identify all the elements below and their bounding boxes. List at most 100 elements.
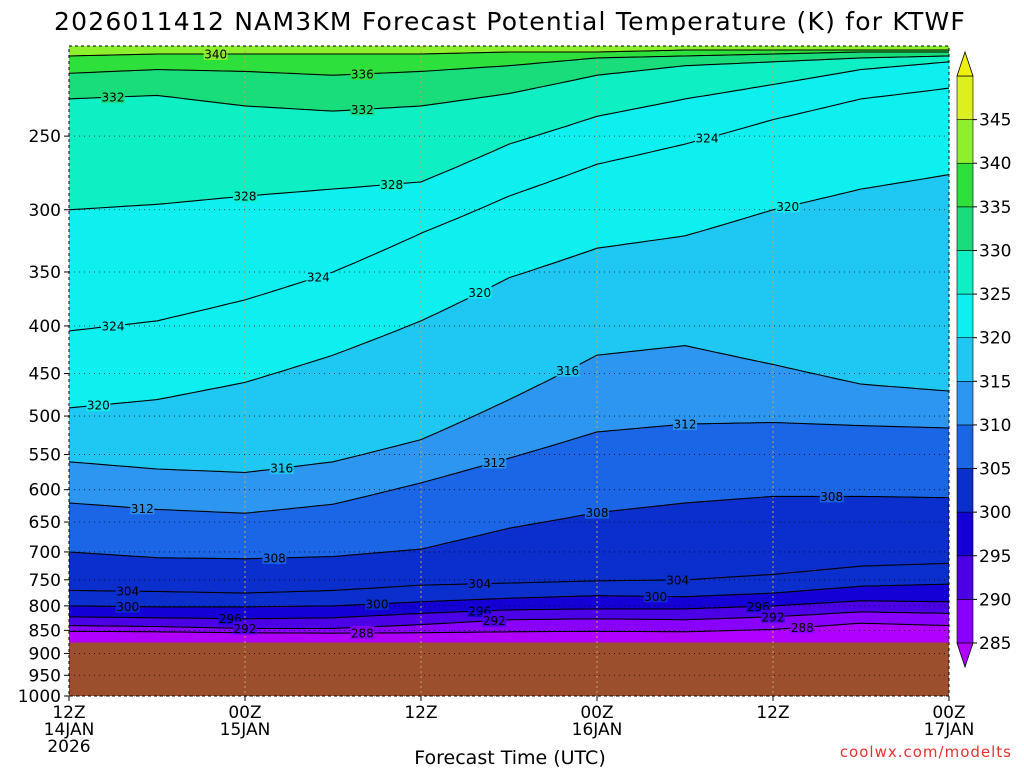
- isentrope-292: [69, 611, 949, 630]
- isentrope-label-bg: [467, 285, 492, 299]
- isentrope-label: 328: [234, 190, 257, 204]
- isentrope-label: 320: [87, 399, 110, 413]
- colorbar-label: 295: [979, 547, 1011, 567]
- y-tick-label: 850: [29, 621, 61, 641]
- isentrope-label: 288: [791, 621, 814, 635]
- isentrope-316: [69, 345, 949, 474]
- y-tick-label: 300: [29, 201, 61, 221]
- isentrope-label: 312: [483, 456, 506, 470]
- isentrope-label-bg: [233, 189, 257, 203]
- isentrope-304: [69, 562, 949, 594]
- isentrope-320: [69, 174, 949, 409]
- colorbar-segment-315: [956, 337, 974, 382]
- chart-title: 2026011412 NAM3KM Forecast Potential Tem…: [54, 7, 966, 36]
- colorbar-segment-295: [956, 511, 974, 557]
- colorbar-segment-340: [956, 119, 974, 164]
- colorbar-label: 330: [979, 241, 1011, 261]
- isentrope-label-bg: [665, 572, 690, 586]
- y-tick-label: 550: [29, 446, 61, 466]
- y-tick-label: 900: [29, 644, 61, 664]
- isentrope-label: 320: [468, 286, 491, 300]
- isentrope-label: 316: [270, 462, 293, 476]
- isentrope-label-bg: [379, 177, 404, 191]
- isentrope-label: 324: [696, 132, 719, 146]
- isentrope-label-bg: [218, 611, 243, 625]
- x-tick-label: 15JAN: [220, 720, 271, 740]
- colorbar-segment-330: [956, 206, 974, 251]
- isentrope-label: 316: [556, 364, 579, 378]
- colorbar-label: 345: [979, 111, 1011, 131]
- isentrope-label-bg: [482, 455, 507, 469]
- isentrope-328: [69, 61, 949, 211]
- colorbar-label: 300: [979, 503, 1011, 523]
- isentrope-label: 300: [644, 590, 667, 604]
- isentrope-label: 328: [380, 178, 403, 192]
- colorbar-segment-320: [956, 293, 974, 338]
- isentrope-label-bg: [233, 621, 257, 635]
- isentrope-label: 292: [234, 622, 257, 636]
- isentrope-300: [69, 583, 949, 608]
- credit-text: coolwx.com/modelts: [840, 743, 1012, 761]
- isentrope-label: 320: [776, 200, 799, 214]
- colorbar-segment-335: [956, 162, 974, 208]
- isentrope-label-bg: [819, 489, 844, 503]
- isentrope-label-bg: [555, 363, 580, 377]
- y-tick-label: 1000: [18, 687, 61, 707]
- isentrope-label-bg: [86, 398, 111, 412]
- isentrope-label: 292: [483, 614, 506, 628]
- isentrope-label-bg: [365, 596, 389, 610]
- isentrope-label: 300: [366, 597, 389, 611]
- x-tick-label: 00Z: [580, 703, 613, 723]
- x-tick-label: 00Z: [228, 703, 261, 723]
- colorbar-segment-290: [956, 555, 974, 600]
- isentrope-label: 308: [820, 490, 843, 504]
- isentrope-label-bg: [761, 609, 785, 623]
- isentrope-label: 304: [116, 585, 139, 599]
- isentrope-label: 300: [116, 600, 139, 614]
- colorbar-lower-arrow: [956, 642, 974, 669]
- isentrope-label: 332: [351, 103, 374, 117]
- x-tick-label: 17JAN: [924, 720, 975, 740]
- y-tick-label: 650: [29, 513, 61, 533]
- isentrope-332: [69, 55, 949, 112]
- colorbar-label: 325: [979, 285, 1011, 305]
- isentrope-label-bg: [262, 551, 287, 565]
- colorbar-segment-325: [956, 250, 974, 295]
- colorbar-label: 305: [979, 460, 1011, 480]
- y-axis: 250 300 350 400 450 500 550 600 650 700 750 800 850 9…: [18, 127, 69, 707]
- isentrope-label-bg: [101, 90, 125, 104]
- terrain-layer: [69, 642, 949, 696]
- isentrope-label: 340: [204, 47, 227, 61]
- y-tick-label: 450: [29, 365, 61, 385]
- colorbar-segment-285: [956, 599, 974, 644]
- y-tick-label: 950: [29, 666, 61, 686]
- isentrope-label-bg: [350, 626, 375, 640]
- colorbar: 285 290 295 300 305 310 315 320 325 330 335 340 345: [956, 50, 1011, 669]
- plot-frame: [68, 45, 950, 697]
- isentrope-label-bg: [585, 505, 609, 519]
- isentrope-label: 324: [307, 270, 330, 284]
- isentrope-label-bg: [695, 131, 719, 145]
- isentrope-label: 308: [263, 552, 286, 566]
- colorbar-label: 310: [979, 416, 1011, 436]
- isentrope-label: 336: [351, 67, 374, 81]
- isentrope-label-bg: [269, 461, 294, 475]
- y-tick-label: 700: [29, 543, 61, 563]
- colorbar-label: 340: [979, 154, 1011, 174]
- isentrope-label: 332: [102, 91, 125, 105]
- isentrope-label: 288: [351, 627, 374, 641]
- x-axis-label: Forecast Time (UTC): [414, 747, 605, 768]
- x-tick-label: 00Z: [932, 703, 965, 723]
- colorbar-label: 290: [979, 590, 1011, 610]
- isentrope-label-bg: [467, 576, 492, 590]
- isentrope-label: 312: [131, 502, 154, 516]
- colorbar-label: 320: [979, 329, 1011, 349]
- isentrope-label-bg: [101, 318, 125, 332]
- isentrope-308: [69, 495, 949, 560]
- isentrope-label-bg: [130, 501, 155, 515]
- x-tick-label: 12Z: [52, 703, 85, 723]
- isentrope-label: 292: [762, 610, 785, 624]
- isentrope-labels: 340 336 332 332 328 328 324 324 324 320 320 320 316 3…: [86, 46, 844, 641]
